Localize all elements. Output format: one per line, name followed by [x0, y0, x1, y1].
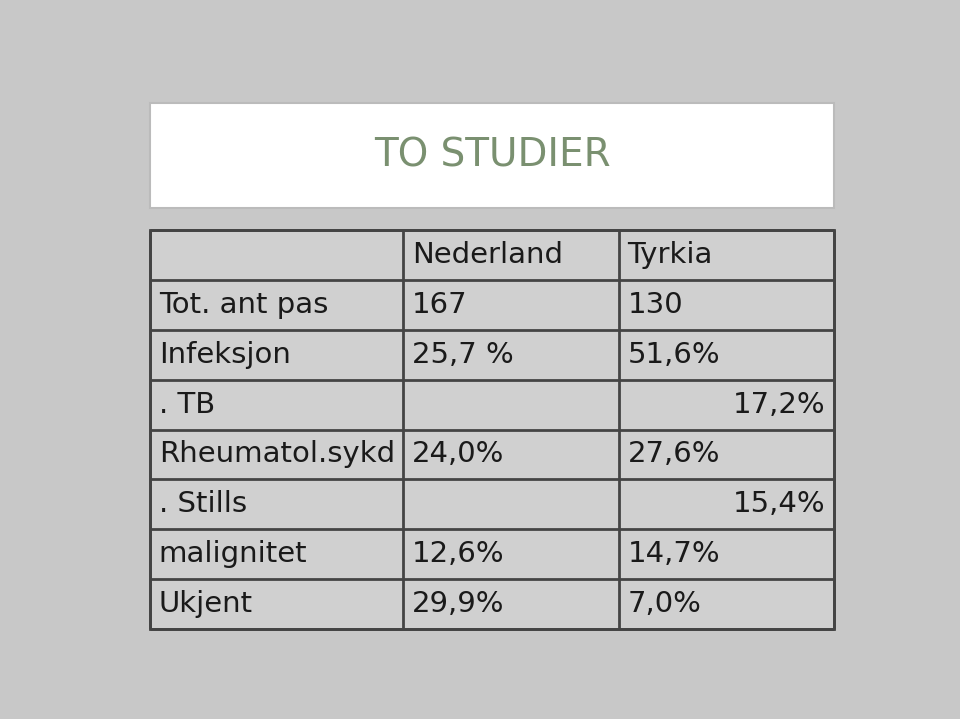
Text: 130: 130: [628, 291, 684, 319]
Text: Tot. ant pas: Tot. ant pas: [158, 291, 328, 319]
Text: 27,6%: 27,6%: [628, 441, 720, 469]
Text: . Stills: . Stills: [158, 490, 247, 518]
Text: 29,9%: 29,9%: [412, 590, 504, 618]
Text: 167: 167: [412, 291, 468, 319]
Text: Tyrkia: Tyrkia: [628, 241, 713, 269]
FancyBboxPatch shape: [150, 230, 834, 629]
Text: TO STUDIER: TO STUDIER: [373, 137, 611, 175]
Text: Rheumatol.sykd: Rheumatol.sykd: [158, 441, 395, 469]
FancyBboxPatch shape: [150, 103, 834, 208]
Text: 51,6%: 51,6%: [628, 341, 720, 369]
Text: 7,0%: 7,0%: [628, 590, 702, 618]
Text: . TB: . TB: [158, 390, 215, 418]
Text: 15,4%: 15,4%: [732, 490, 826, 518]
Text: malignitet: malignitet: [158, 540, 307, 568]
Text: 12,6%: 12,6%: [412, 540, 505, 568]
Text: Infeksjon: Infeksjon: [158, 341, 291, 369]
Text: 24,0%: 24,0%: [412, 441, 504, 469]
Text: Nederland: Nederland: [412, 241, 563, 269]
Text: 14,7%: 14,7%: [628, 540, 720, 568]
Text: 25,7 %: 25,7 %: [412, 341, 514, 369]
Text: 17,2%: 17,2%: [732, 390, 826, 418]
Text: Ukjent: Ukjent: [158, 590, 252, 618]
